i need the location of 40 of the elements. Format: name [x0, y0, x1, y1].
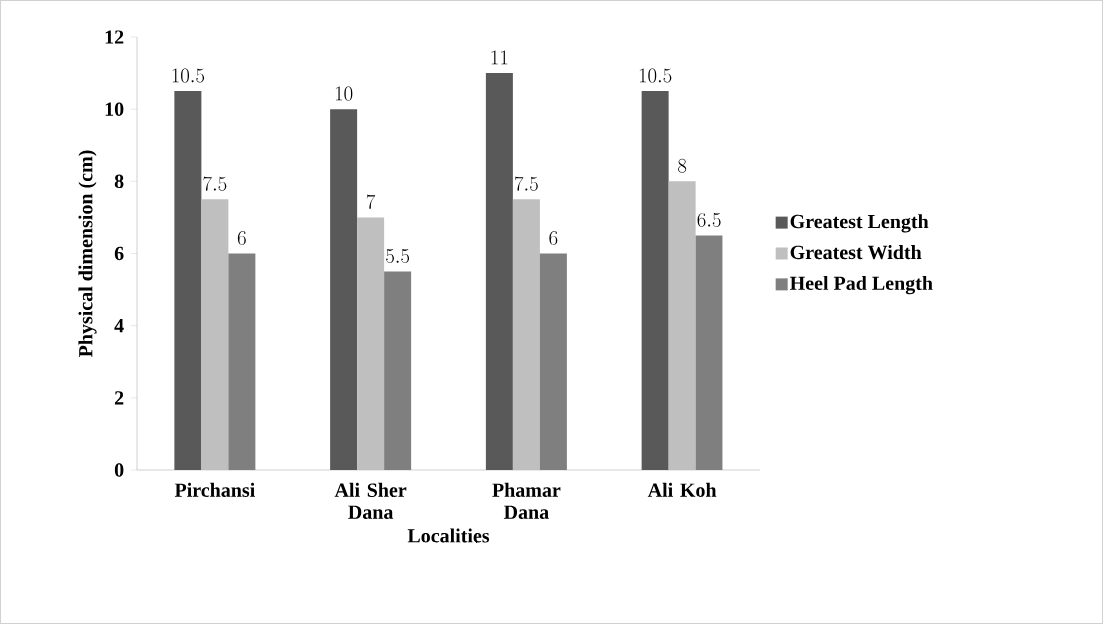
x-tick-label: Ali Sher Dana — [334, 482, 407, 519]
legend-label: Heel Pad Length — [790, 275, 933, 295]
bar — [695, 235, 723, 470]
bar — [174, 91, 202, 470]
bar — [539, 253, 567, 470]
data-label: 6 — [549, 230, 558, 245]
y-tick-label: 0 — [114, 463, 124, 477]
bar — [485, 73, 513, 470]
bar — [668, 181, 696, 470]
x-axis-title: Localities — [407, 528, 490, 543]
y-tick-label: 4 — [114, 319, 124, 333]
data-label: 6 — [237, 230, 246, 245]
data-label: 10 — [335, 86, 353, 101]
bar — [201, 199, 229, 470]
data-label: 6.5 — [697, 212, 721, 227]
data-label: 10.5 — [172, 68, 205, 83]
bar — [641, 91, 669, 470]
y-tick-label: 8 — [114, 174, 124, 189]
data-label: 5.5 — [386, 248, 410, 263]
data-label: 10.5 — [639, 68, 672, 83]
y-tick-label: 2 — [114, 391, 124, 405]
bar — [512, 199, 540, 470]
bar — [357, 217, 385, 470]
y-tick-label: 12 — [105, 30, 124, 44]
bar — [330, 109, 358, 470]
y-tick-label: 6 — [114, 246, 124, 261]
y-axis-title: Physical dimension (cm) — [78, 150, 97, 358]
bar — [384, 271, 412, 470]
y-tick-label: 10 — [105, 102, 124, 116]
data-label: 7.5 — [515, 176, 538, 191]
x-tick-label: Pirchansi — [174, 482, 255, 497]
x-tick-label: Ali Koh — [647, 482, 717, 497]
data-label: 11 — [491, 50, 508, 65]
bar — [228, 253, 256, 470]
legend-label: Greatest Width — [790, 245, 922, 260]
legend-label: Greatest Length — [790, 214, 929, 233]
data-label: 7 — [366, 194, 376, 209]
x-tick-label: Phamar Dana — [492, 482, 561, 519]
data-label: 8 — [678, 158, 687, 173]
data-label: 7.5 — [203, 176, 227, 191]
